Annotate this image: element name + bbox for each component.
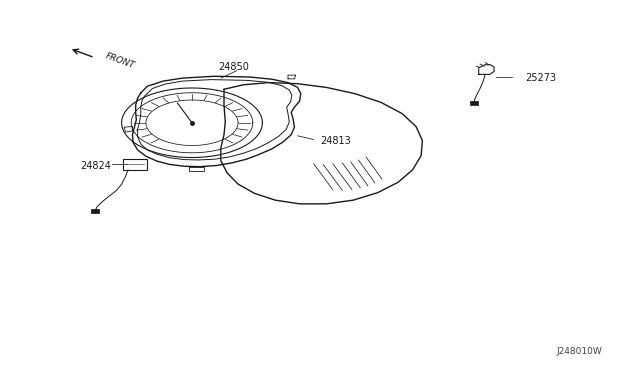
Bar bbox=[91, 209, 99, 213]
Text: 24824: 24824 bbox=[81, 161, 111, 170]
Bar bbox=[470, 101, 478, 105]
Text: 24813: 24813 bbox=[320, 137, 351, 146]
Text: J248010W: J248010W bbox=[556, 347, 602, 356]
Text: FRONT: FRONT bbox=[104, 51, 136, 71]
Text: 25273: 25273 bbox=[525, 73, 556, 83]
Text: 24850: 24850 bbox=[218, 62, 249, 72]
Bar bbox=[123, 159, 147, 170]
